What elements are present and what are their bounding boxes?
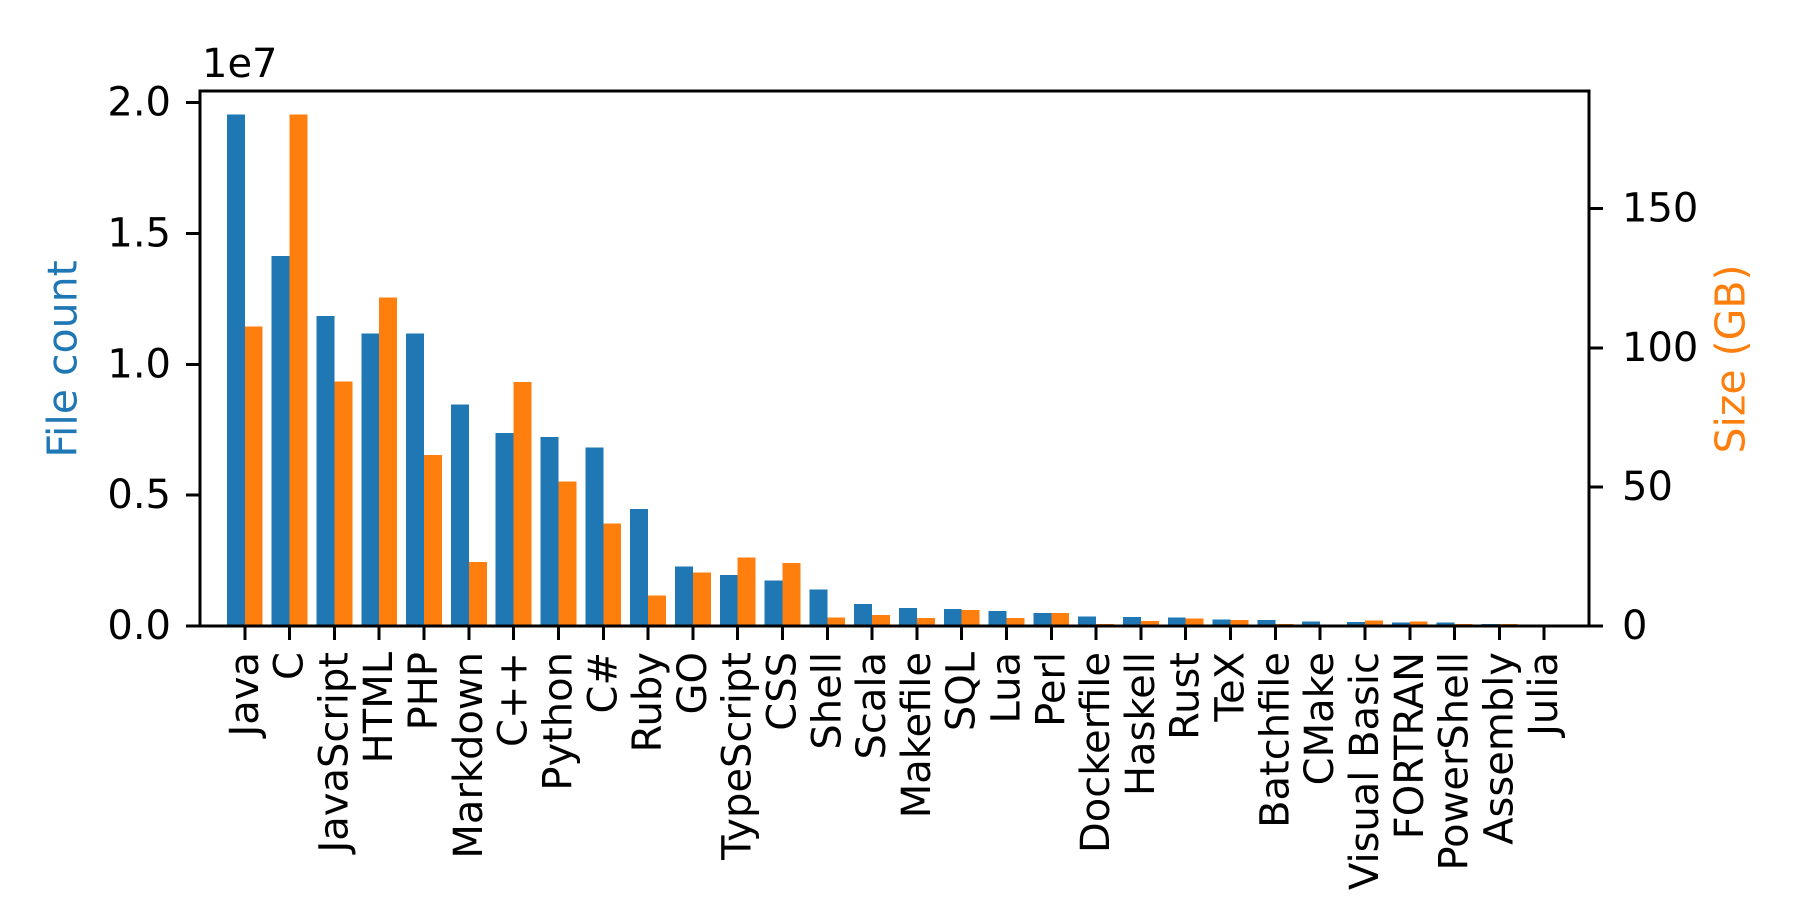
x-tick-label-Ruby: Ruby: [625, 652, 671, 752]
y-left-tick-label: 0.5: [107, 472, 171, 518]
bar-file-count-FORTRAN: [1391, 622, 1410, 626]
x-tick-label-HTML: HTML: [356, 651, 402, 763]
bar-file-count-C: [271, 255, 290, 626]
bar-file-count-Visual Basic: [1347, 621, 1365, 626]
bar-size-HTML: [379, 297, 398, 626]
y-left-tick-label: 1.0: [107, 341, 171, 387]
bar-file-count-PowerShell: [1436, 622, 1455, 626]
bar-size-JavaScript: [334, 381, 353, 626]
y-left-tick-label: 2.0: [107, 80, 171, 126]
bar-file-count-Makefile: [898, 608, 917, 626]
y-left-tick-label: 0.0: [107, 603, 171, 649]
bar-size-Visual Basic: [1364, 620, 1383, 626]
bar-size-C: [289, 114, 308, 626]
bar-file-count-Dockerfile: [1078, 616, 1097, 626]
bar-size-Rust: [1185, 618, 1204, 626]
bar-file-count-CMake: [1302, 621, 1321, 626]
bar-file-count-Perl: [1033, 612, 1052, 626]
bar-size-Ruby: [648, 595, 666, 626]
bar-size-Scala: [872, 615, 891, 626]
y-axis-label-file-count: File count: [38, 260, 87, 458]
x-tick-label-Dockerfile: Dockerfile: [1073, 652, 1119, 853]
y-right-tick-label: 150: [1622, 186, 1698, 232]
bar-file-count-JavaScript: [316, 316, 335, 626]
bar-size-Java: [244, 326, 263, 626]
bar-file-count-Ruby: [630, 508, 649, 626]
bar-file-count-SQL: [943, 608, 962, 626]
bar-file-count-HTML: [361, 333, 380, 626]
x-tick-label-Assembly: Assembly: [1476, 652, 1522, 845]
x-tick-label-Julia: Julia: [1521, 652, 1567, 739]
bar-size-TeX: [1230, 620, 1249, 626]
x-tick-label-Scala: Scala: [849, 652, 895, 760]
bar-file-count-Rust: [1167, 617, 1186, 626]
bar-file-count-Haskell: [1123, 617, 1141, 626]
bar-file-count-GO: [674, 566, 693, 626]
bar-size-C++: [513, 381, 532, 626]
x-tick-label-Markdown: Markdown: [446, 652, 492, 859]
bar-file-count-TypeScript: [719, 575, 738, 626]
bar-size-SQL: [961, 610, 980, 626]
bar-size-Shell: [827, 617, 846, 626]
x-tick-label-PHP: PHP: [401, 652, 447, 730]
bar-file-count-CSS: [764, 580, 783, 626]
bar-file-count-Scala: [854, 604, 873, 626]
x-tick-label-GO: GO: [670, 652, 716, 714]
x-tick-label-Java: Java: [222, 652, 268, 740]
bar-file-count-PHP: [406, 333, 425, 626]
bar-file-count-Lua: [988, 610, 1007, 626]
bar-size-Lua: [1006, 618, 1025, 626]
x-tick-label-C++: C++: [491, 652, 537, 747]
bar-size-FORTRAN: [1409, 621, 1428, 626]
y-left-tick-label: 1.5: [107, 210, 171, 256]
x-tick-label-Visual Basic: Visual Basic: [1342, 652, 1388, 890]
x-tick-label-SQL: SQL: [939, 651, 985, 731]
x-tick-label-CSS: CSS: [759, 652, 805, 731]
y-right-tick-label: 100: [1622, 325, 1698, 371]
y-right-tick-label: 50: [1622, 464, 1673, 510]
x-tick-label-Makefile: Makefile: [894, 652, 940, 818]
bar-file-count-C#: [585, 447, 604, 626]
bar-size-Haskell: [1140, 620, 1159, 626]
bar-size-C#: [603, 523, 622, 626]
bar-size-CSS: [782, 562, 801, 626]
x-tick-label-C: C: [267, 652, 313, 680]
x-tick-label-Python: Python: [535, 652, 581, 791]
x-tick-label-Lua: Lua: [984, 652, 1030, 723]
x-tick-label-C#: C#: [580, 652, 626, 713]
x-tick-label-PowerShell: PowerShell: [1432, 652, 1478, 871]
plot-border: [198, 89, 1591, 628]
y-right-tick-label: 0: [1622, 603, 1647, 649]
bar-size-Python: [558, 481, 577, 626]
bar-file-count-Java: [226, 114, 245, 626]
bar-file-count-Batchfile: [1257, 619, 1276, 626]
bar-file-count-Markdown: [450, 404, 469, 626]
x-tick-label-JavaScript: JavaScript: [311, 652, 357, 856]
bar-size-GO: [692, 572, 711, 626]
x-tick-label-TeX: TeX: [1208, 652, 1254, 723]
bar-file-count-Python: [540, 436, 559, 626]
bar-size-Makefile: [916, 617, 935, 626]
bar-size-TypeScript: [737, 557, 756, 626]
bar-size-Markdown: [468, 561, 487, 626]
x-tick-label-TypeScript: TypeScript: [715, 652, 761, 861]
y-axis-label-size-gb: Size (GB): [1706, 264, 1755, 454]
bar-file-count-Shell: [809, 589, 828, 626]
x-tick-label-Rust: Rust: [1163, 652, 1209, 740]
x-tick-label-CMake: CMake: [1297, 652, 1343, 785]
bar-file-count-C++: [495, 432, 514, 626]
bar-size-Perl: [1051, 612, 1070, 626]
bar-size-PHP: [424, 455, 442, 626]
x-tick-label-FORTRAN: FORTRAN: [1387, 652, 1433, 839]
x-tick-label-Perl: Perl: [1028, 652, 1074, 727]
bar-file-count-TeX: [1212, 619, 1231, 626]
x-tick-label-Batchfile: Batchfile: [1252, 652, 1298, 828]
x-tick-label-Shell: Shell: [804, 652, 850, 750]
x-tick-label-Haskell: Haskell: [1118, 652, 1164, 796]
y-axis-offset-text: 1e7: [202, 41, 278, 87]
